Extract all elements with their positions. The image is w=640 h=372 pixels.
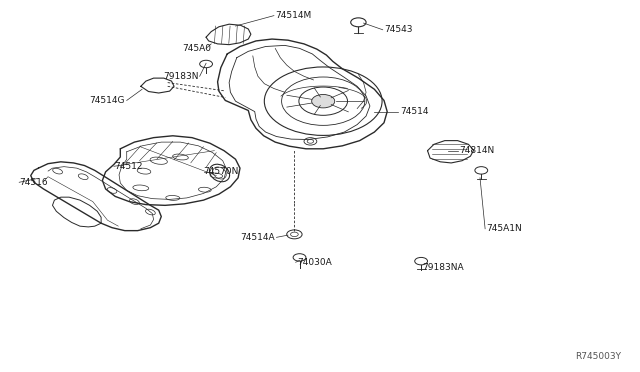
Text: 745A1N: 745A1N: [486, 224, 522, 233]
Text: 74514: 74514: [400, 107, 429, 116]
Text: 74514M: 74514M: [275, 11, 312, 20]
Text: 79183NA: 79183NA: [422, 263, 464, 272]
Text: 74516: 74516: [19, 178, 48, 187]
Text: 79183N: 79183N: [163, 72, 198, 81]
Text: R745003Y: R745003Y: [575, 352, 621, 361]
Text: 74514G: 74514G: [90, 96, 125, 105]
Text: 74030A: 74030A: [298, 258, 332, 267]
Text: 74512: 74512: [114, 162, 143, 171]
Text: 74543: 74543: [384, 25, 413, 34]
Text: 74570N: 74570N: [204, 167, 239, 176]
Text: 74514A: 74514A: [241, 233, 275, 242]
Circle shape: [312, 94, 335, 108]
Text: 745A0: 745A0: [182, 44, 211, 53]
Text: 74814N: 74814N: [460, 146, 495, 155]
